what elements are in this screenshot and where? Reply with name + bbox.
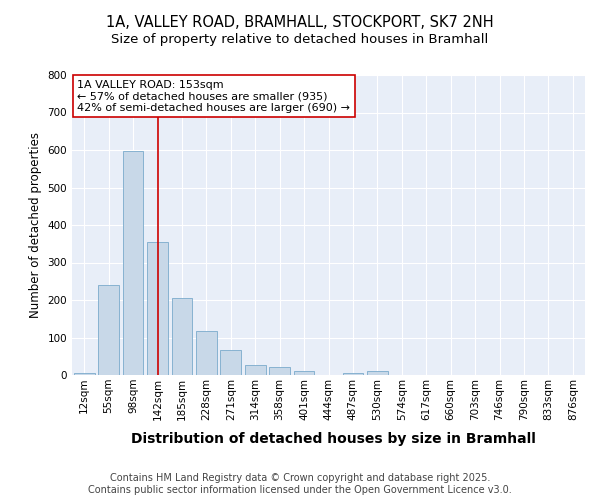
Text: 1A, VALLEY ROAD, BRAMHALL, STOCKPORT, SK7 2NH: 1A, VALLEY ROAD, BRAMHALL, STOCKPORT, SK…	[106, 15, 494, 30]
Text: Contains HM Land Registry data © Crown copyright and database right 2025.
Contai: Contains HM Land Registry data © Crown c…	[88, 474, 512, 495]
Bar	[172, 298, 193, 375]
Bar	[98, 285, 119, 375]
Text: 1A VALLEY ROAD: 153sqm
← 57% of detached houses are smaller (935)
42% of semi-de: 1A VALLEY ROAD: 153sqm ← 57% of detached…	[77, 80, 350, 112]
Y-axis label: Number of detached properties: Number of detached properties	[29, 132, 42, 318]
Bar	[245, 364, 266, 375]
Bar	[343, 373, 364, 375]
Bar	[293, 371, 314, 375]
Bar	[147, 242, 168, 375]
Text: Size of property relative to detached houses in Bramhall: Size of property relative to detached ho…	[112, 32, 488, 46]
Text: Distribution of detached houses by size in Bramhall: Distribution of detached houses by size …	[131, 432, 535, 446]
Bar	[74, 373, 95, 375]
Bar	[269, 367, 290, 375]
Bar	[220, 350, 241, 375]
Bar	[122, 151, 143, 375]
Bar	[196, 331, 217, 375]
Bar	[367, 371, 388, 375]
